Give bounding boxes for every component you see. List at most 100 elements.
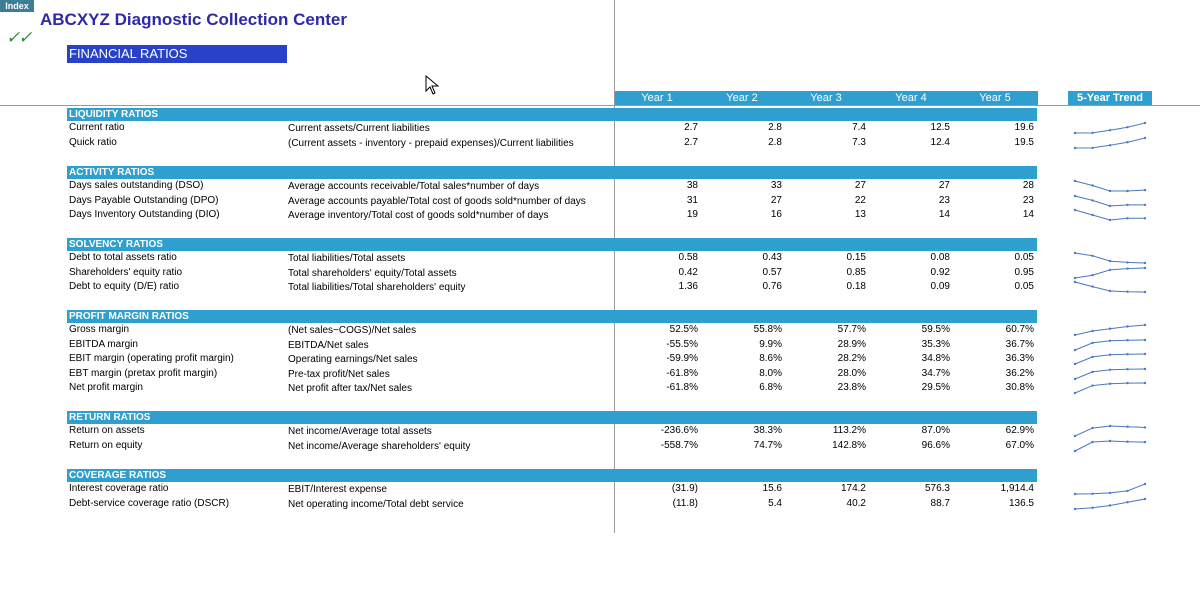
year-4-value: 96.6% (921, 439, 950, 451)
year-4-value: 12.5 (930, 122, 950, 133)
year-1-value: 19 (686, 209, 698, 220)
year-1-value: 31 (686, 194, 698, 206)
sparkline-point (1108, 491, 1112, 495)
year-3-value: 28.0% (837, 367, 866, 379)
sparkline-point (1108, 339, 1112, 342)
sparkline-point (1073, 449, 1077, 452)
year-1-value: -236.6% (660, 425, 698, 436)
sparkline-point (1108, 327, 1112, 330)
sparkline-point (1126, 126, 1129, 129)
sparkline-point (1108, 259, 1112, 263)
sparkline-point (1126, 440, 1129, 443)
sparkline-point (1091, 492, 1094, 495)
sparkline-point (1073, 391, 1077, 395)
year-3-value: 142.8% (832, 439, 866, 451)
year-5-value: 19.5 (1014, 136, 1034, 148)
year-1-value: -61.8% (666, 367, 698, 379)
ratio-label: Days sales outstanding (DSO) (69, 180, 204, 191)
sparkline-point (1091, 285, 1094, 288)
ratio-formula: Current assets/Current liabilities (288, 123, 430, 134)
section-header: ACTIVITY RATIOS (67, 166, 1037, 179)
year-4-value: 576.3 (924, 483, 950, 494)
sparkline-point (1073, 348, 1077, 351)
year-4-value: 34.7% (921, 367, 950, 379)
ratio-label: EBITDA margin (69, 338, 138, 350)
trend-sparkline (1073, 439, 1147, 452)
sparkline-point (1126, 425, 1129, 428)
year-2-header: Year 2 (726, 92, 758, 104)
year-2-value: 6.8% (759, 382, 782, 393)
year-5-value: 60.7% (1005, 324, 1034, 335)
sparkline-point (1073, 251, 1077, 255)
ratio-label: Shareholders' equity ratio (69, 266, 183, 278)
sparkline-point (1143, 497, 1147, 500)
year-3-value: 7.4 (852, 122, 866, 133)
trend-sparkline (1073, 280, 1147, 294)
ratio-formula: EBIT/Interest expense (288, 484, 387, 495)
sparkline-point (1108, 129, 1112, 132)
ratio-formula: Total liabilities/Total shareholders' eq… (288, 282, 466, 293)
sparkline-point (1108, 368, 1112, 371)
year-1-value: -55.5% (666, 338, 698, 350)
ratio-formula: Total shareholders' equity/Total assets (288, 267, 457, 279)
ratio-label: Quick ratio (69, 136, 117, 148)
sparkline-point (1091, 440, 1094, 443)
year-3-value: 27 (854, 180, 866, 191)
sparkline-point (1073, 377, 1077, 380)
section-header: RETURN RATIOS (67, 411, 1037, 424)
sparkline-point (1091, 131, 1094, 135)
sparkline-point (1073, 280, 1077, 284)
year-2-value: 0.57 (762, 266, 782, 278)
year-4-value: 87.0% (921, 425, 950, 436)
year-2-value: 15.6 (762, 483, 782, 494)
ratio-label: EBIT margin (operating profit margin) (69, 353, 234, 364)
year-1-value: 0.58 (678, 252, 698, 263)
index-button[interactable]: Index (0, 0, 34, 12)
section-header: LIQUIDITY RATIOS (67, 108, 1037, 121)
year-1-value: 2.7 (684, 122, 698, 133)
sparkline-point (1143, 381, 1147, 385)
financial-ratios-banner: FINANCIAL RATIOS (67, 45, 287, 63)
year-2-value: 8.6% (759, 353, 782, 364)
sparkline-point (1073, 492, 1077, 496)
trend-sparkline (1073, 323, 1147, 337)
ratio-label: Days Payable Outstanding (DPO) (69, 194, 219, 206)
sparkline-line (1074, 425, 1146, 437)
year-2-value: 74.7% (753, 439, 782, 451)
year-4-value: 0.08 (930, 252, 950, 263)
sparkline-point (1108, 204, 1112, 207)
sparkline-point (1143, 261, 1147, 265)
sparkline-point (1073, 179, 1077, 183)
sparkline-point (1108, 382, 1112, 385)
sparkline-point (1091, 213, 1094, 217)
sparkline-line (1074, 122, 1146, 134)
sparkline-line (1074, 195, 1145, 207)
ratio-formula: Net income/Average shareholders' equity (288, 440, 471, 452)
ratio-formula: Net operating income/Total debt service (288, 498, 464, 510)
sparkline-point (1143, 217, 1147, 220)
ratio-formula: Pre-tax profit/Net sales (288, 368, 390, 380)
sparkline-point (1126, 381, 1129, 385)
year-3-value: 40.2 (846, 497, 866, 509)
year-2-value: 5.4 (768, 497, 782, 509)
sparkline-point (1073, 333, 1077, 337)
year-5-value: 30.8% (1005, 382, 1034, 393)
year-1-value: (11.8) (672, 497, 698, 509)
year-1-value: (31.9) (671, 483, 698, 494)
sparkline-point (1126, 266, 1129, 270)
sparkline-point (1091, 370, 1094, 373)
year-5-header: Year 5 (979, 92, 1011, 104)
sparkline-point (1091, 355, 1094, 359)
trend-sparkline (1073, 482, 1147, 496)
trend-sparkline (1073, 121, 1147, 135)
sparkline-point (1126, 338, 1129, 341)
sparkline-point (1143, 188, 1147, 192)
year-5-value: 36.7% (1005, 338, 1034, 350)
trend-sparkline (1073, 194, 1147, 207)
sparkline-point (1091, 506, 1094, 509)
sparkline-line (1074, 180, 1146, 192)
sparkline-point (1143, 266, 1147, 269)
sparkline-point (1091, 254, 1094, 257)
year-3-value: 13 (854, 209, 866, 220)
sparkline-point (1091, 329, 1094, 333)
